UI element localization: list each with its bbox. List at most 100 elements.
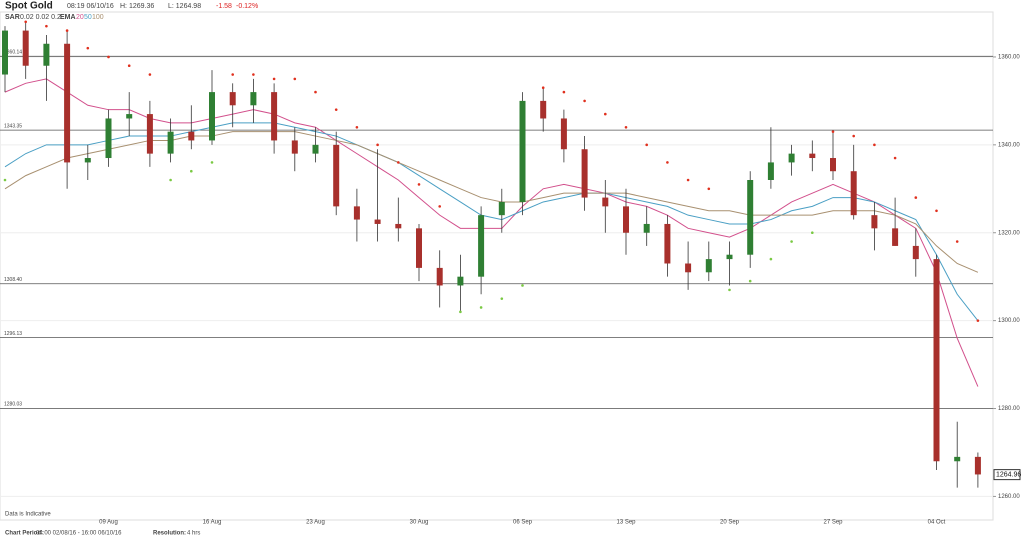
x-tick-label: 04 Oct — [928, 520, 946, 526]
sar-dot — [376, 143, 379, 147]
sar-dot — [707, 187, 711, 191]
sar-dot — [148, 73, 152, 76]
sar-dot — [210, 161, 214, 164]
sar-dot — [355, 125, 359, 129]
candle-body — [146, 114, 153, 154]
x-tick-label: 06 Sep — [513, 520, 533, 526]
candle-body — [498, 201, 505, 216]
ema-param: 50 — [84, 14, 92, 21]
candle-body — [84, 158, 91, 163]
candle-body — [2, 30, 8, 75]
sar-label: SAR — [5, 14, 20, 21]
candle-body — [105, 118, 112, 159]
level-label: 1308.40 — [4, 277, 22, 283]
sar-dot — [604, 112, 607, 116]
candle-body — [312, 144, 319, 154]
candle-body — [974, 456, 981, 475]
sar-dot — [107, 55, 110, 59]
candle-body — [374, 219, 381, 224]
candle-body — [933, 259, 940, 462]
candle-body — [623, 206, 629, 233]
sar-dot — [397, 161, 400, 164]
candle-body — [64, 43, 71, 163]
candle-body — [560, 118, 567, 150]
sar-dot — [790, 240, 793, 243]
sar-dot — [293, 77, 297, 81]
y-tick-label: 1280.00 — [998, 406, 1020, 412]
x-tick-label: 27 Sep — [823, 520, 843, 526]
period-label: Chart Period: — [5, 531, 43, 537]
sar-dot — [583, 99, 586, 103]
candle-body — [871, 215, 878, 229]
price-tag-label: 1264.96 — [996, 471, 1021, 478]
candle-body — [478, 215, 485, 277]
sar-dot — [541, 86, 545, 90]
sar-dot — [624, 125, 628, 129]
change-pct: -0.12% — [236, 3, 258, 10]
sar-dot — [914, 196, 918, 199]
candle-body — [767, 162, 774, 180]
sar-dot — [231, 73, 234, 76]
sar-dot — [314, 90, 317, 94]
sar-dot — [686, 178, 690, 182]
candle-body — [209, 92, 215, 141]
sar-dot — [645, 143, 648, 147]
level-label: 1360.14 — [4, 50, 22, 56]
resolution-label: Resolution: — [153, 531, 186, 537]
x-tick-label: 13 Sep — [616, 520, 636, 526]
x-tick-label: 16 Aug — [203, 520, 222, 526]
candle-body — [126, 114, 133, 119]
candle-body — [602, 197, 609, 207]
sar-dot — [459, 310, 462, 314]
candle-body — [188, 131, 195, 141]
candle-body — [291, 140, 298, 154]
x-tick-label: 30 Aug — [410, 520, 429, 526]
change: -1.58 — [216, 3, 232, 10]
sar-dot — [976, 319, 980, 322]
sar-dot — [272, 77, 276, 81]
y-tick-label: 1260.00 — [998, 494, 1020, 500]
sar-dot — [748, 279, 752, 283]
sar-dot — [666, 161, 669, 164]
candle-body — [43, 43, 50, 66]
ema-label: EMA — [60, 14, 76, 21]
sar-dot — [252, 73, 255, 76]
level-label: 1343.35 — [4, 123, 22, 129]
candle-body — [809, 153, 816, 159]
candle-body — [685, 263, 692, 273]
sar-dot — [479, 306, 483, 309]
ema-line — [4, 131, 979, 273]
sar-dot — [500, 297, 504, 300]
sar-dot — [438, 205, 442, 208]
candle-body — [271, 92, 278, 141]
sar-dot — [169, 178, 172, 182]
price-tag — [993, 469, 1021, 481]
candle-body — [581, 149, 588, 198]
resolution: 4 hrs — [187, 531, 200, 537]
sar-dot — [334, 108, 338, 111]
level-label: 1296.13 — [4, 331, 22, 337]
time: 08:19 06/10/16 — [67, 3, 114, 10]
y-tick-label: 1300.00 — [998, 318, 1020, 324]
x-tick-label: 23 Aug — [306, 520, 325, 526]
high: H: 1269.36 — [120, 3, 154, 10]
sar-dot — [65, 29, 69, 32]
ema-line — [4, 78, 979, 387]
ema-line — [4, 122, 979, 321]
candle-body — [726, 254, 733, 260]
sar-dot — [521, 284, 524, 287]
sar-dot — [893, 156, 897, 160]
x-tick-label: 20 Sep — [720, 520, 740, 526]
sar-dot — [127, 64, 131, 68]
sar-dot — [935, 209, 938, 213]
sar-dot — [955, 240, 959, 243]
sar-dot — [831, 130, 835, 133]
sar-dot — [852, 134, 855, 138]
sar-dot — [728, 288, 731, 292]
candle-body — [830, 158, 836, 172]
candle-body — [416, 228, 422, 268]
candle-body — [395, 223, 402, 229]
candle-body — [250, 92, 257, 106]
sar-dot — [190, 169, 193, 173]
